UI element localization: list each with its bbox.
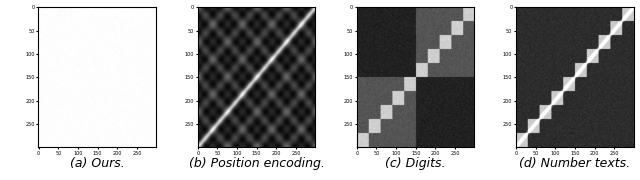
- Text: (c) Digits.: (c) Digits.: [385, 157, 446, 170]
- Text: (a) Ours.: (a) Ours.: [70, 157, 125, 170]
- Text: (d) Number texts.: (d) Number texts.: [519, 157, 630, 170]
- Text: (b) Position encoding.: (b) Position encoding.: [189, 157, 324, 170]
